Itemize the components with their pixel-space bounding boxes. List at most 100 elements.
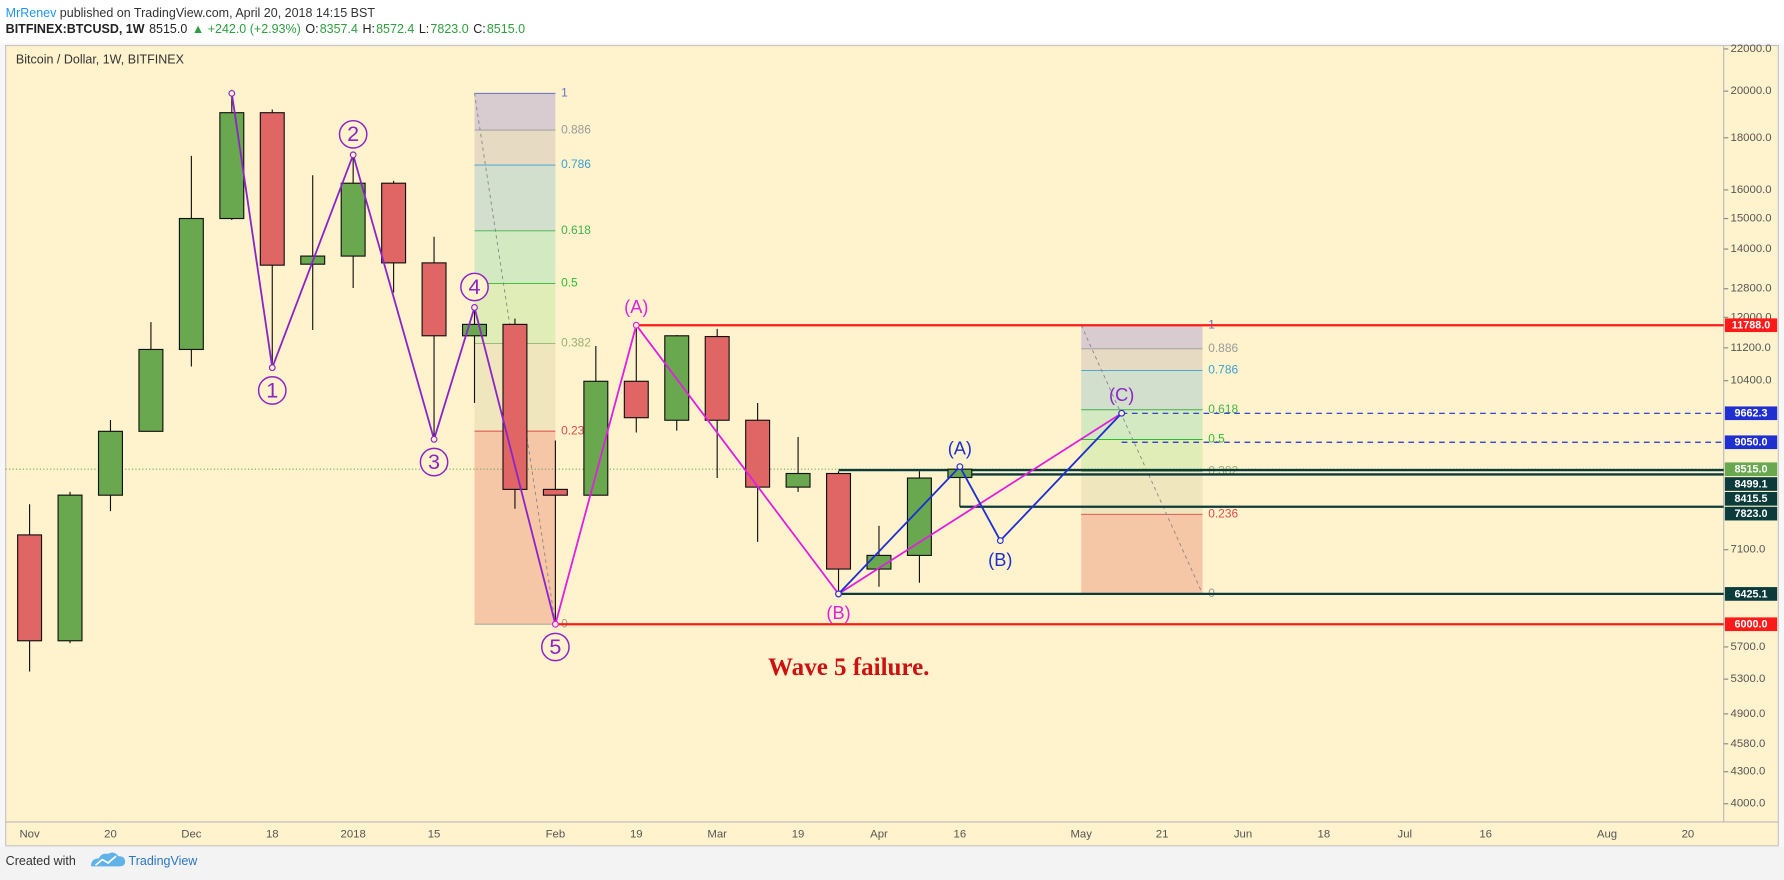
x-tick-label: 16 [1479,828,1492,840]
footer-brand[interactable]: TradingView [129,854,199,868]
wave-line [230,93,557,625]
candle-body [340,182,366,257]
x-tick-label: 20 [1682,828,1695,840]
candle-body [906,477,932,556]
fib-band [1081,370,1203,410]
x-tick-label: Aug [1597,828,1617,840]
x-tick-label: 18 [1318,828,1331,840]
y-tick-label: 5300.0 [1731,673,1766,685]
quote-part: BITFINEX:BTCUSD, 1W [6,22,145,36]
candle-body [178,217,204,351]
price-label-bg [1724,617,1778,632]
price-label: 11788.0 [1732,320,1770,332]
wave-label: (A) [948,438,972,458]
quote-part: H: [362,22,374,36]
author[interactable]: MrRenev [6,6,57,20]
wave-label-circle [338,119,368,149]
y-tick-label: 4900.0 [1731,708,1766,720]
price-label: 9662.3 [1734,408,1767,420]
wave-label: (A) [624,297,648,317]
price-label-bg [1724,477,1778,491]
wave-vertex [471,304,478,311]
candle-body [219,112,245,220]
fib-level-label: 0.236 [1208,506,1238,520]
fib-level-label: 0.5 [561,276,578,290]
x-tick-label: Jun [1234,828,1252,840]
wave-vertex [835,590,842,598]
candle-body [745,419,771,488]
wave-line [837,412,1123,595]
fib-level-label: 0.886 [1208,341,1238,355]
x-tick-label: Feb [546,828,566,840]
x-tick-label: 18 [266,828,279,840]
candle-body [623,380,649,419]
symbol-title: Bitcoin / Dollar, 1W, BITFINEX [16,53,185,67]
price-label: 9050.0 [1734,437,1767,449]
x-tick-label: 19 [792,828,805,840]
quote-part: C: [473,22,485,36]
axis-layer: 22000.020000.018000.016000.015000.014000… [19,43,1778,840]
fib-band [1081,439,1203,472]
y-tick-label: 10400.0 [1731,375,1772,387]
candle-body [259,112,285,266]
wave-vertex [268,364,276,372]
quote-part: ▲ +242.0 (+2.93%) [192,22,301,36]
x-tick-label: Apr [870,828,888,840]
chart-frame [5,44,1779,847]
wave-vertex [996,537,1004,545]
fib-band [474,93,556,131]
candle-body [97,430,123,496]
price-label: 8499.1 [1734,478,1767,490]
price-label-bg [1724,587,1778,601]
fib-trend [1080,325,1203,595]
fib-level-label: 0.5 [1208,432,1225,446]
wave-layer: 1 2 3 4 5 (A) (B) (C) (A) (B) [228,89,1134,662]
candle-body [826,472,852,570]
quote-part: L: [419,22,429,36]
price-label: 8415.5 [1734,493,1767,505]
tradingview-logo [91,852,126,867]
footer-created: Created with [6,854,76,868]
price-label: 6000.0 [1734,619,1767,631]
candle-body [421,262,447,337]
candle-body [57,494,83,642]
fib-level-label: 0.786 [1208,363,1238,377]
quote-part: 8515.0 [487,22,525,36]
header-bg [0,0,1784,44]
x-tick-label: Dec [181,828,202,840]
wave-label-circle [541,632,570,662]
candle-body [583,380,609,496]
candle-body [704,335,730,421]
candle-body [502,323,528,490]
wave-label: 4 [468,274,480,299]
price-label-bg [1724,406,1778,421]
fib-level-label: 0.886 [561,122,591,136]
wave-vertex [430,435,438,443]
quote-part: 7823.0 [430,22,468,36]
fib-level-label: 0.382 [561,336,591,350]
wave-label-circle [257,376,287,405]
quote-part: 8572.4 [376,22,414,36]
price-label: 6425.1 [1734,588,1767,600]
published-info: published on TradingView.com, April 20, … [60,6,376,20]
quote-part: 8357.4 [320,22,358,36]
y-tick-label: 15000.0 [1731,213,1772,225]
annotation: Wave 5 failure. [768,654,929,681]
fib-level-label: 0.786 [561,157,591,171]
wave-vertex [228,89,236,97]
wave-label: (B) [988,550,1012,570]
candle-body [461,323,488,337]
y-tick-label: 4000.0 [1731,798,1766,810]
fib-band [474,230,556,284]
wave-vertex [956,463,964,471]
wave-label: 1 [266,377,278,402]
wave-label-circle [460,272,489,302]
wave-vertex [349,151,357,159]
y-tick-label: 5700.0 [1731,641,1766,653]
x-tick-label: 19 [630,828,643,840]
quote-part: 8515.0 [149,22,187,36]
y-tick-label: 22000.0 [1731,43,1772,55]
x-tick-label: 21 [1156,828,1169,840]
